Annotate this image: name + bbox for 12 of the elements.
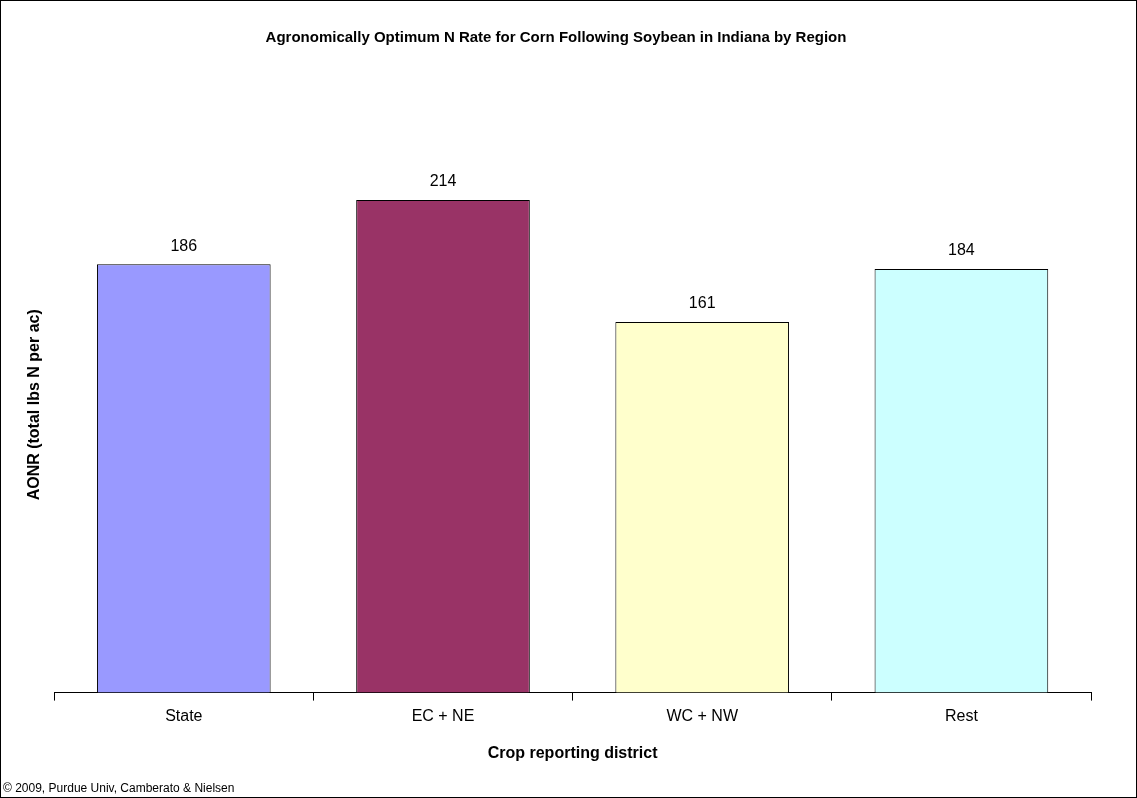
x-tick-label: WC + NW bbox=[666, 706, 739, 724]
y-axis-title: AONR (total lbs N per ac) bbox=[25, 309, 43, 501]
data-label: 186 bbox=[170, 236, 198, 254]
text: © 2009, Purdue Univ, Camberato & Nielsen bbox=[3, 781, 235, 796]
x-tick-label: EC + NE bbox=[411, 706, 475, 724]
x-tick-label: State bbox=[165, 706, 203, 724]
data-label: 184 bbox=[948, 241, 975, 259]
x-tick-label: Rest bbox=[944, 706, 979, 724]
data-label: 214 bbox=[429, 172, 457, 190]
data-label: 161 bbox=[688, 294, 716, 312]
chart-title: Agronomically Optimum N Rate for Corn Following Soybean in Indiana by Region bbox=[265, 28, 847, 46]
x-axis-title: Crop reporting district bbox=[487, 743, 659, 761]
